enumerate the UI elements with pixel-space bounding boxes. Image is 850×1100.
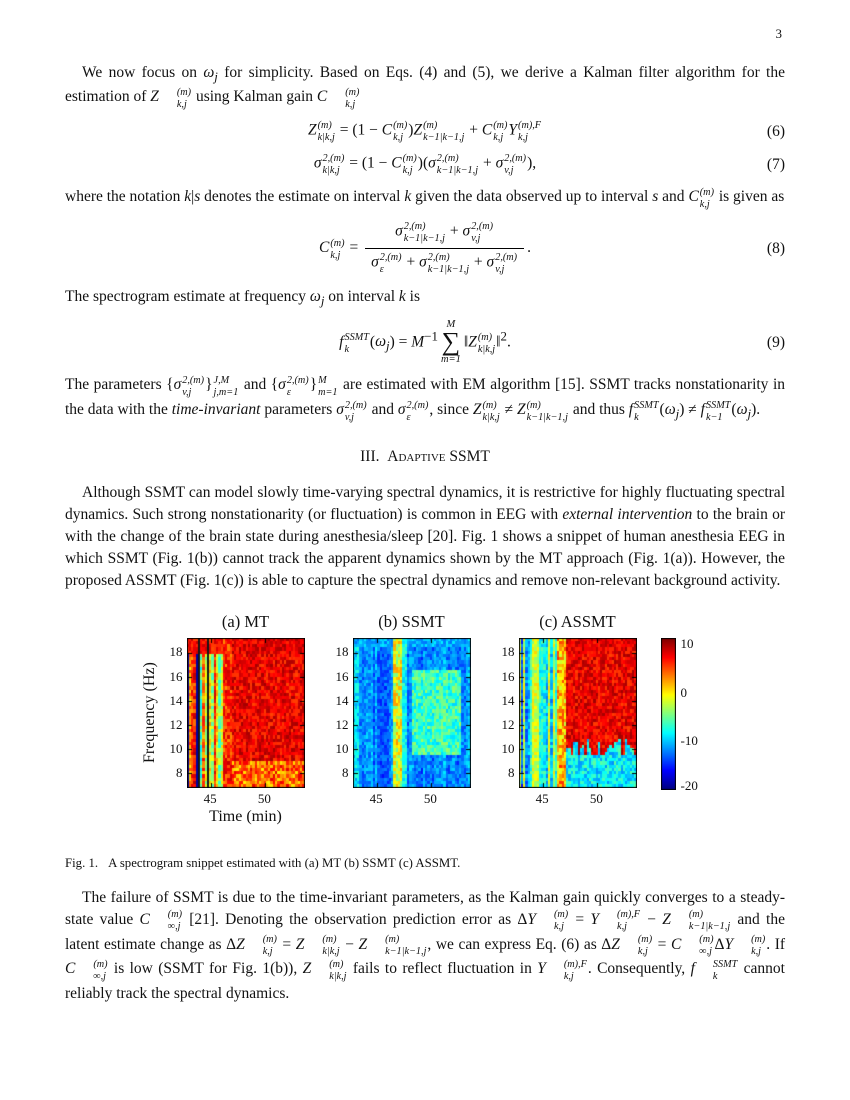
- equation-8-body: C (m) k,j = σ 2,(m) k−1|k−1,j + σ 2,(m) v,j σ 2,…: [319, 221, 531, 276]
- equation-group-6-7: Z (m) k|k,j = (1 − C (m) k,j)Z (m) k−1|k−1,j +…: [65, 120, 785, 177]
- colorbar: 10 0 -10 -20: [660, 635, 712, 793]
- y-tick-label: 12: [169, 716, 183, 732]
- equation-6: Z (m) k|k,j = (1 − C (m) k,j)Z (m) k−1|k−1,j +…: [65, 120, 785, 144]
- equation-8: C (m) k,j = σ 2,(m) k−1|k−1,j + σ 2,(m) v,j σ 2,…: [65, 220, 785, 277]
- paragraph-spectrogram: The spectrogram estimate at frequency ωj…: [65, 288, 420, 309]
- page-content: We now focus on ωj for simplicity. Based…: [65, 62, 785, 1010]
- paragraph-failure: The failure of SSMT is due to the time-i…: [65, 888, 786, 1002]
- x-axis-ticks-assmt: 45 50: [519, 788, 637, 808]
- paragraph-although: Although SSMT can model slowly time-vary…: [65, 483, 785, 589]
- equation-6-body: Z (m) k|k,j = (1 − C (m) k,j)Z (m) k−1|k−1,j +…: [307, 120, 542, 144]
- x-tick-label: 50: [423, 790, 437, 806]
- panel-title-mt: (a) MT: [221, 611, 270, 631]
- x-tick-label: 50: [589, 790, 603, 806]
- colorbar-tick-label: -10: [680, 733, 698, 749]
- x-axis-ticks-ssmt: 45 50: [353, 788, 471, 808]
- y-tick-label: 14: [501, 692, 515, 708]
- y-tick-label: 10: [501, 741, 515, 757]
- spectrogram-canvas-assmt: [518, 637, 637, 788]
- y-tick-label: 12: [501, 716, 515, 732]
- colorbar-tick-label: 10: [680, 635, 694, 651]
- y-tick-label: 10: [335, 741, 349, 757]
- paragraph-where: where the notation k|s denotes the estim…: [65, 186, 785, 210]
- time-axis-label: Time (min): [209, 807, 282, 825]
- y-axis-ticks-assmt: 18 16 14 12 10 8: [493, 638, 519, 788]
- frequency-axis-label: Frequency (Hz): [140, 662, 158, 764]
- figure-caption-text: A spectrogram snippet estimated with (a)…: [108, 855, 461, 870]
- paragraph-parameters: The parameters {σ 2,(m) v,j} J,M j,m=1 and {…: [65, 375, 786, 423]
- x-tick-label: 45: [535, 790, 549, 806]
- colorbar-tick-label: 0: [680, 684, 688, 700]
- y-tick-label: 16: [501, 668, 515, 684]
- panel-title-assmt: (c) ASSMT: [539, 611, 616, 631]
- colorbar-tick-label: -20: [680, 778, 698, 793]
- spectrogram-panel-mt: (a) MT 18 16 14 12 10 8 45 50: [161, 612, 305, 808]
- spectrogram-canvas-ssmt: [352, 637, 471, 788]
- y-tick-label: 14: [335, 692, 349, 708]
- y-tick-label: 8: [508, 765, 515, 781]
- paragraph-intro: We now focus on ωj for simplicity. Based…: [65, 64, 785, 111]
- equation-8-number: (8): [766, 239, 785, 257]
- figure-1: Frequency (Hz) (a) MT 18 16 14 12 10 8 45 50 (…: [139, 612, 712, 826]
- y-tick-label: 10: [169, 741, 183, 757]
- x-tick-label: 50: [257, 790, 271, 806]
- x-axis-ticks-mt: 45 50: [187, 788, 305, 808]
- spectrogram-canvas-mt: [186, 637, 305, 788]
- equation-6-number: (6): [766, 123, 785, 141]
- y-tick-label: 14: [169, 692, 183, 708]
- equation-7-number: (7): [766, 156, 785, 174]
- spectrogram-panel-ssmt: (b) SSMT 18 16 14 12 10 8 45 50: [327, 612, 471, 808]
- y-axis-ticks-mt: 18 16 14 12 10 8: [161, 638, 187, 788]
- page-number: 3: [775, 26, 783, 41]
- spectrogram-panel-assmt: (c) ASSMT 18 16 14 12 10 8 45 50: [493, 612, 637, 808]
- figure-caption-label: Fig. 1.: [65, 855, 99, 870]
- equation-9-body: f SSMT k (ωj) = M−1 M ∑ m=1 ‖Z (m) k|k,j ‖2.: [339, 318, 511, 365]
- equation-7-body: σ 2,(m) k|k,j = (1 − C (m) k,j)(σ 2,(m) k−1|k−…: [313, 153, 537, 177]
- equation-7: σ 2,(m) k|k,j = (1 − C (m) k,j)(σ 2,(m) k−1|k−…: [65, 153, 785, 177]
- y-axis-ticks-ssmt: 18 16 14 12 10 8: [327, 638, 353, 788]
- y-tick-label: 18: [169, 644, 183, 660]
- y-tick-label: 16: [335, 668, 349, 684]
- figure-caption: Fig. 1. A spectrogram snippet estimated w…: [65, 856, 785, 871]
- x-tick-label: 45: [203, 790, 217, 806]
- y-tick-label: 16: [169, 668, 183, 684]
- x-tick-label: 45: [369, 790, 383, 806]
- y-tick-label: 8: [176, 765, 183, 781]
- colorbar-canvas: [660, 637, 676, 790]
- y-tick-label: 18: [501, 644, 515, 660]
- y-tick-label: 8: [342, 765, 349, 781]
- figure-1-row: Frequency (Hz) (a) MT 18 16 14 12 10 8 45 50 (…: [139, 612, 712, 808]
- equation-9: f SSMT k (ωj) = M−1 M ∑ m=1 ‖Z (m) k|k,j ‖2. (9): [65, 318, 785, 366]
- y-tick-label: 18: [335, 644, 349, 660]
- equation-9-number: (9): [766, 333, 785, 351]
- section-heading-adaptive-ssmt: III. Adaptive SSMT: [360, 447, 490, 465]
- panel-title-ssmt: (b) SSMT: [378, 611, 445, 631]
- colorbar-ticks: 10 0 -10 -20: [676, 635, 712, 793]
- y-tick-label: 12: [335, 716, 349, 732]
